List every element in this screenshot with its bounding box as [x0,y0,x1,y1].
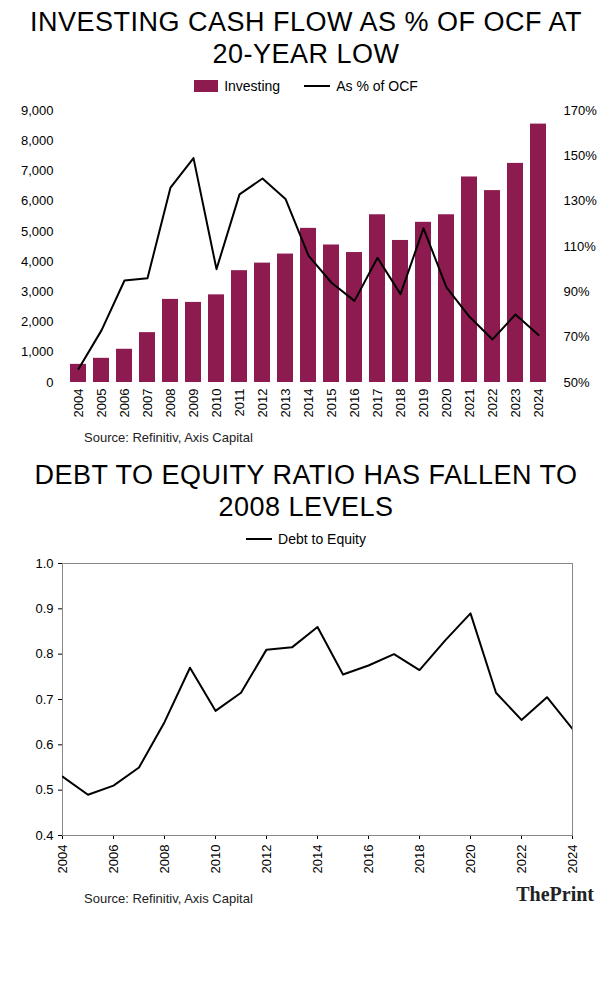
svg-text:0.9: 0.9 [35,601,53,616]
svg-text:2019: 2019 [416,389,431,418]
svg-text:150%: 150% [564,148,598,163]
svg-text:2024: 2024 [565,845,580,874]
svg-text:0.5: 0.5 [35,782,53,797]
svg-text:2004: 2004 [55,845,70,874]
svg-text:2,000: 2,000 [21,314,54,329]
html-text:Investing: Investing [224,78,281,94]
svg-text:2018: 2018 [393,389,408,418]
svg-text:8,000: 8,000 [21,133,54,148]
svg-text:2022: 2022 [485,389,500,418]
svg-text:9,000: 9,000 [21,103,54,118]
svg-text:4,000: 4,000 [21,254,54,269]
svg-text:2005: 2005 [94,389,109,418]
svg-text:90%: 90% [564,284,590,299]
html-text:As % of OCF: As % of OCF [336,78,418,94]
svg-text:0.6: 0.6 [35,737,53,752]
svg-text:2008: 2008 [157,845,172,874]
svg-text:2007: 2007 [140,389,155,418]
svg-text:2017: 2017 [370,389,385,418]
svg-text:2020: 2020 [463,845,478,874]
svg-text:0.7: 0.7 [35,692,53,707]
svg-text:2020: 2020 [439,389,454,418]
svg-text:0.4: 0.4 [35,828,53,843]
svg-text:0: 0 [46,375,53,390]
svg-text:2016: 2016 [347,389,362,418]
html-text:Source: Refinitiv, Axis Capita: Source: Refinitiv, Axis Capital [84,891,253,906]
svg-text:0.8: 0.8 [35,646,53,661]
svg-text:110%: 110% [564,239,597,254]
svg-text:2010: 2010 [208,845,223,874]
svg-text:5,000: 5,000 [21,224,54,239]
html-text:Source: Refinitiv, Axis Capita: Source: Refinitiv, Axis Capital [84,430,253,445]
svg-text:2018: 2018 [412,845,427,874]
html-text:ThePrint: ThePrint [516,883,594,905]
html-text:DEBT TO EQUITY RATIO HAS FALLE: DEBT TO EQUITY RATIO HAS FALLEN TO 2008 … [34,460,578,522]
svg-text:6,000: 6,000 [21,193,54,208]
svg-text:2006: 2006 [117,389,132,418]
svg-text:2009: 2009 [186,389,201,418]
svg-text:1.0: 1.0 [35,556,53,571]
svg-text:170%: 170% [564,103,598,118]
svg-text:2015: 2015 [324,389,339,418]
svg-text:70%: 70% [564,329,590,344]
svg-text:2014: 2014 [310,845,325,874]
svg-text:2023: 2023 [508,389,523,418]
svg-text:2024: 2024 [531,389,546,418]
svg-text:1,000: 1,000 [21,344,54,359]
svg-text:7,000: 7,000 [21,163,54,178]
svg-text:2006: 2006 [106,845,121,874]
svg-text:2012: 2012 [259,845,274,874]
svg-text:3,000: 3,000 [21,284,54,299]
svg-text:50%: 50% [564,375,590,390]
svg-text:130%: 130% [564,193,598,208]
svg-text:2016: 2016 [361,845,376,874]
svg-text:2004: 2004 [71,389,86,418]
svg-text:2011: 2011 [232,389,247,417]
svg-text:2022: 2022 [514,845,529,874]
svg-text:2008: 2008 [163,389,178,418]
svg-text:2021: 2021 [462,389,477,418]
svg-text:2012: 2012 [255,389,270,418]
html-text:INVESTING CASH FLOW AS % OF OC: INVESTING CASH FLOW AS % OF OCF AT 20-YE… [30,7,582,69]
svg-text:2013: 2013 [278,389,293,418]
html-text:Debt to Equity: Debt to Equity [278,531,366,547]
svg-text:2010: 2010 [209,389,224,418]
svg-text:2014: 2014 [301,389,316,418]
